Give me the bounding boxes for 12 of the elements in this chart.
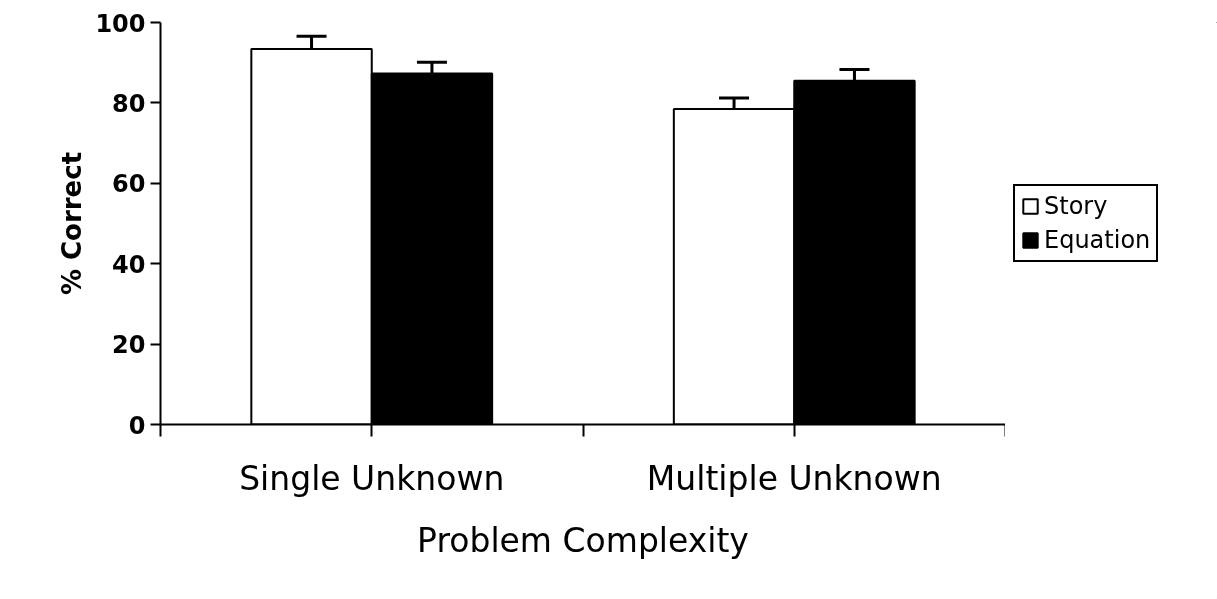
y-tick-label: 40 <box>112 250 146 279</box>
x-axis-title: Problem Complexity <box>417 520 749 560</box>
y-tick-label: 100 <box>95 9 146 38</box>
y-axis-title: % Correct <box>57 151 88 296</box>
x-tick-label: Multiple Unknown <box>646 458 942 498</box>
y-tick-label: 20 <box>112 331 146 360</box>
y-tick-label: 60 <box>112 170 146 199</box>
legend-label: Story <box>1044 192 1108 220</box>
y-tick-label: 0 <box>128 411 146 440</box>
legend-label: Equation <box>1044 226 1151 254</box>
y-tick-label: 80 <box>112 89 146 118</box>
x-tick-label: Single Unknown <box>239 458 505 498</box>
